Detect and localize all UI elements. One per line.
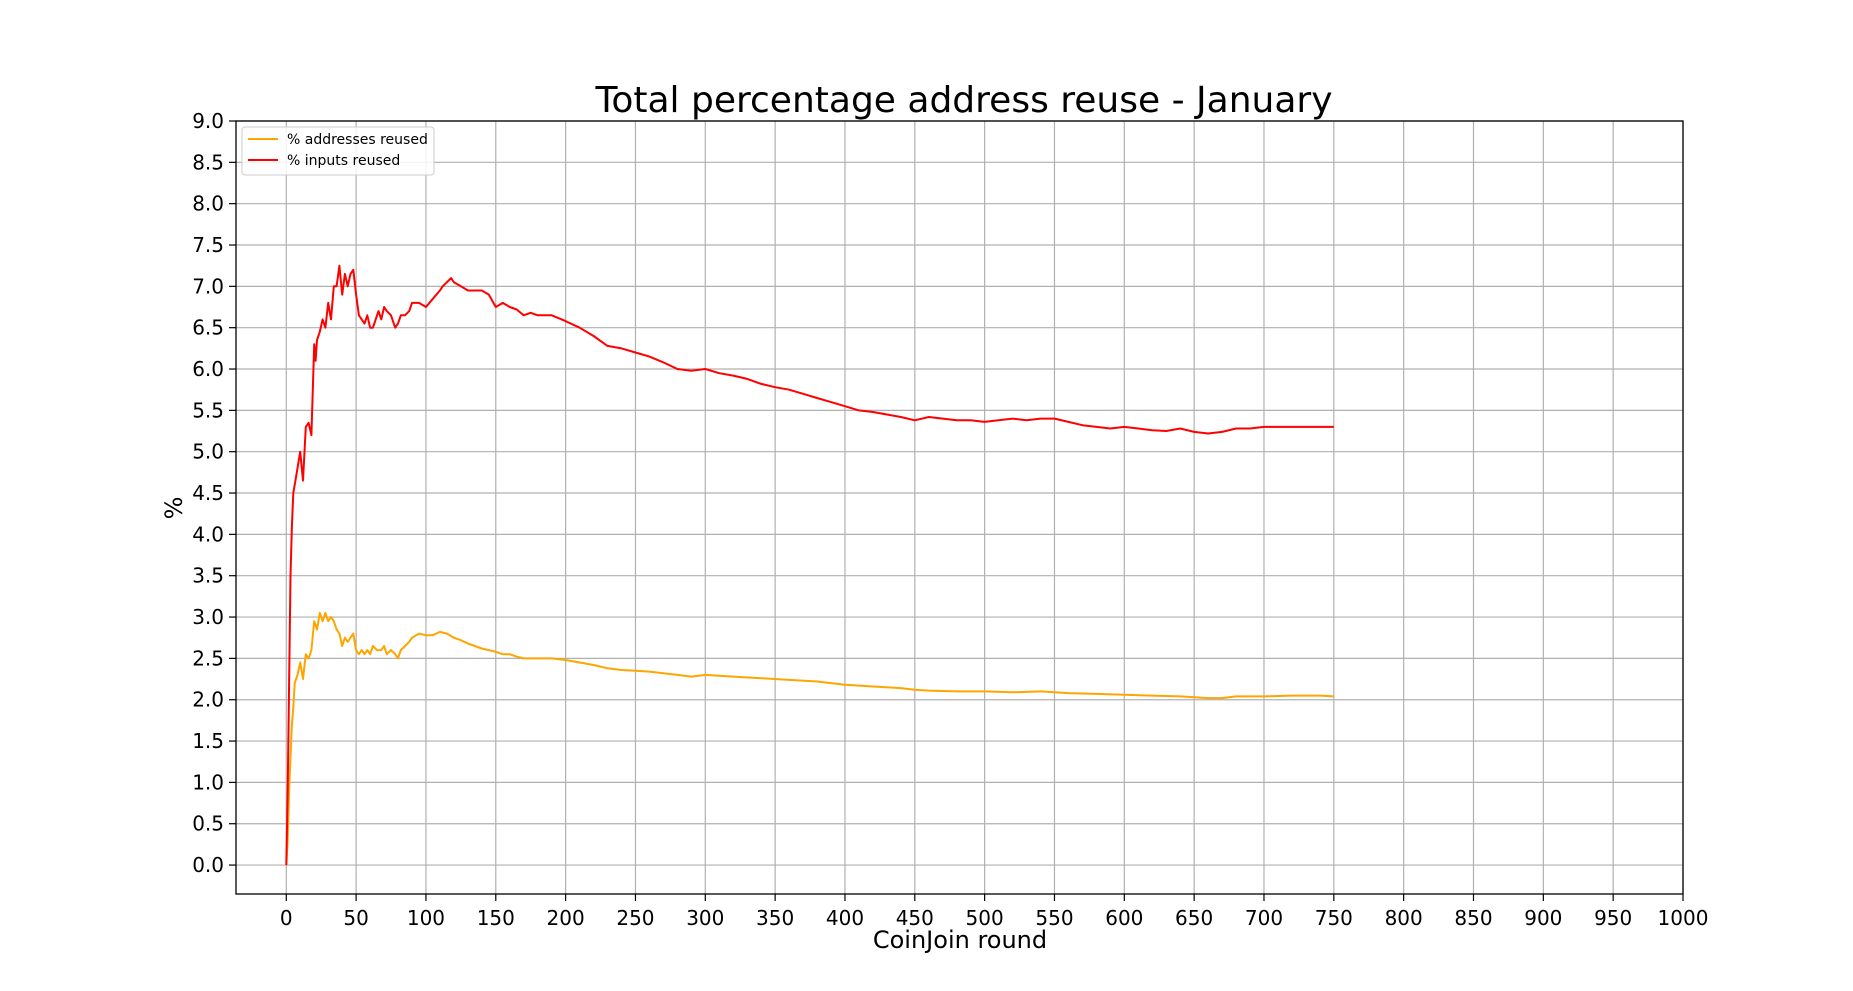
x-tick-label: 1000 xyxy=(1658,906,1709,930)
x-tick-label: 750 xyxy=(1315,906,1353,930)
x-tick-label: 600 xyxy=(1105,906,1143,930)
y-tick-label: 4.5 xyxy=(192,481,224,505)
y-tick-label: 6.5 xyxy=(192,316,224,340)
chart-title: Total percentage address reuse - January xyxy=(594,80,1332,121)
x-tick-label: 650 xyxy=(1175,906,1213,930)
series-layer xyxy=(285,264,1334,866)
y-tick-label: 2.0 xyxy=(192,688,224,712)
y-tick-label: 7.0 xyxy=(192,274,224,298)
x-tick-label: 300 xyxy=(686,906,724,930)
legend: % addresses reused % inputs reused xyxy=(241,126,435,176)
x-tick-label: 50 xyxy=(343,906,368,930)
legend-label-inputs: % inputs reused xyxy=(287,153,400,169)
x-tick-label: 850 xyxy=(1454,906,1492,930)
legend-label-addresses: % addresses reused xyxy=(287,132,428,148)
y-tick-label: 1.0 xyxy=(192,770,224,794)
y-tick-label: 9.0 xyxy=(192,109,224,133)
y-tick-label: 6.0 xyxy=(192,357,224,381)
legend-box xyxy=(241,126,435,176)
y-tick-label: 7.5 xyxy=(192,233,224,257)
y-tick-label: 4.0 xyxy=(192,522,224,546)
x-tick-label: 400 xyxy=(826,906,864,930)
x-tick-label: 200 xyxy=(547,906,585,930)
x-tick-label: 150 xyxy=(477,906,515,930)
x-tick-label: 800 xyxy=(1385,906,1423,930)
x-tick-label: 350 xyxy=(756,906,794,930)
x-tick-label: 900 xyxy=(1524,906,1562,930)
y-tick-label: 5.5 xyxy=(192,398,224,422)
ticks: 0 50 100 150 200 250 300 350 400 450 500 550 600 650 7… xyxy=(192,109,1708,930)
x-tick-label: 950 xyxy=(1594,906,1632,930)
x-tick-label: 700 xyxy=(1245,906,1283,930)
y-axis-label: % xyxy=(160,497,188,520)
y-tick-label: 3.0 xyxy=(192,605,224,629)
x-tick-label: 550 xyxy=(1035,906,1073,930)
x-tick-label: 100 xyxy=(407,906,445,930)
y-tick-label: 5.0 xyxy=(192,440,224,464)
x-tick-label: 450 xyxy=(896,906,934,930)
x-tick-label: 0 xyxy=(280,906,293,930)
y-tick-label: 8.0 xyxy=(192,192,224,216)
y-tick-label: 0.0 xyxy=(192,853,224,877)
x-axis-label: CoinJoin round xyxy=(873,926,1047,954)
x-tick-label: 250 xyxy=(616,906,654,930)
y-tick-label: 0.5 xyxy=(192,812,224,836)
grid xyxy=(236,120,1684,894)
y-tick-label: 1.5 xyxy=(192,729,224,753)
y-tick-label: 2.5 xyxy=(192,646,224,670)
y-tick-label: 3.5 xyxy=(192,564,224,588)
series-line-inputs-reused xyxy=(285,264,1334,866)
plot-frame xyxy=(235,120,1684,895)
series-line-addresses-reused xyxy=(285,611,1334,866)
y-tick-label: 8.5 xyxy=(192,150,224,174)
x-tick-label: 500 xyxy=(966,906,1004,930)
